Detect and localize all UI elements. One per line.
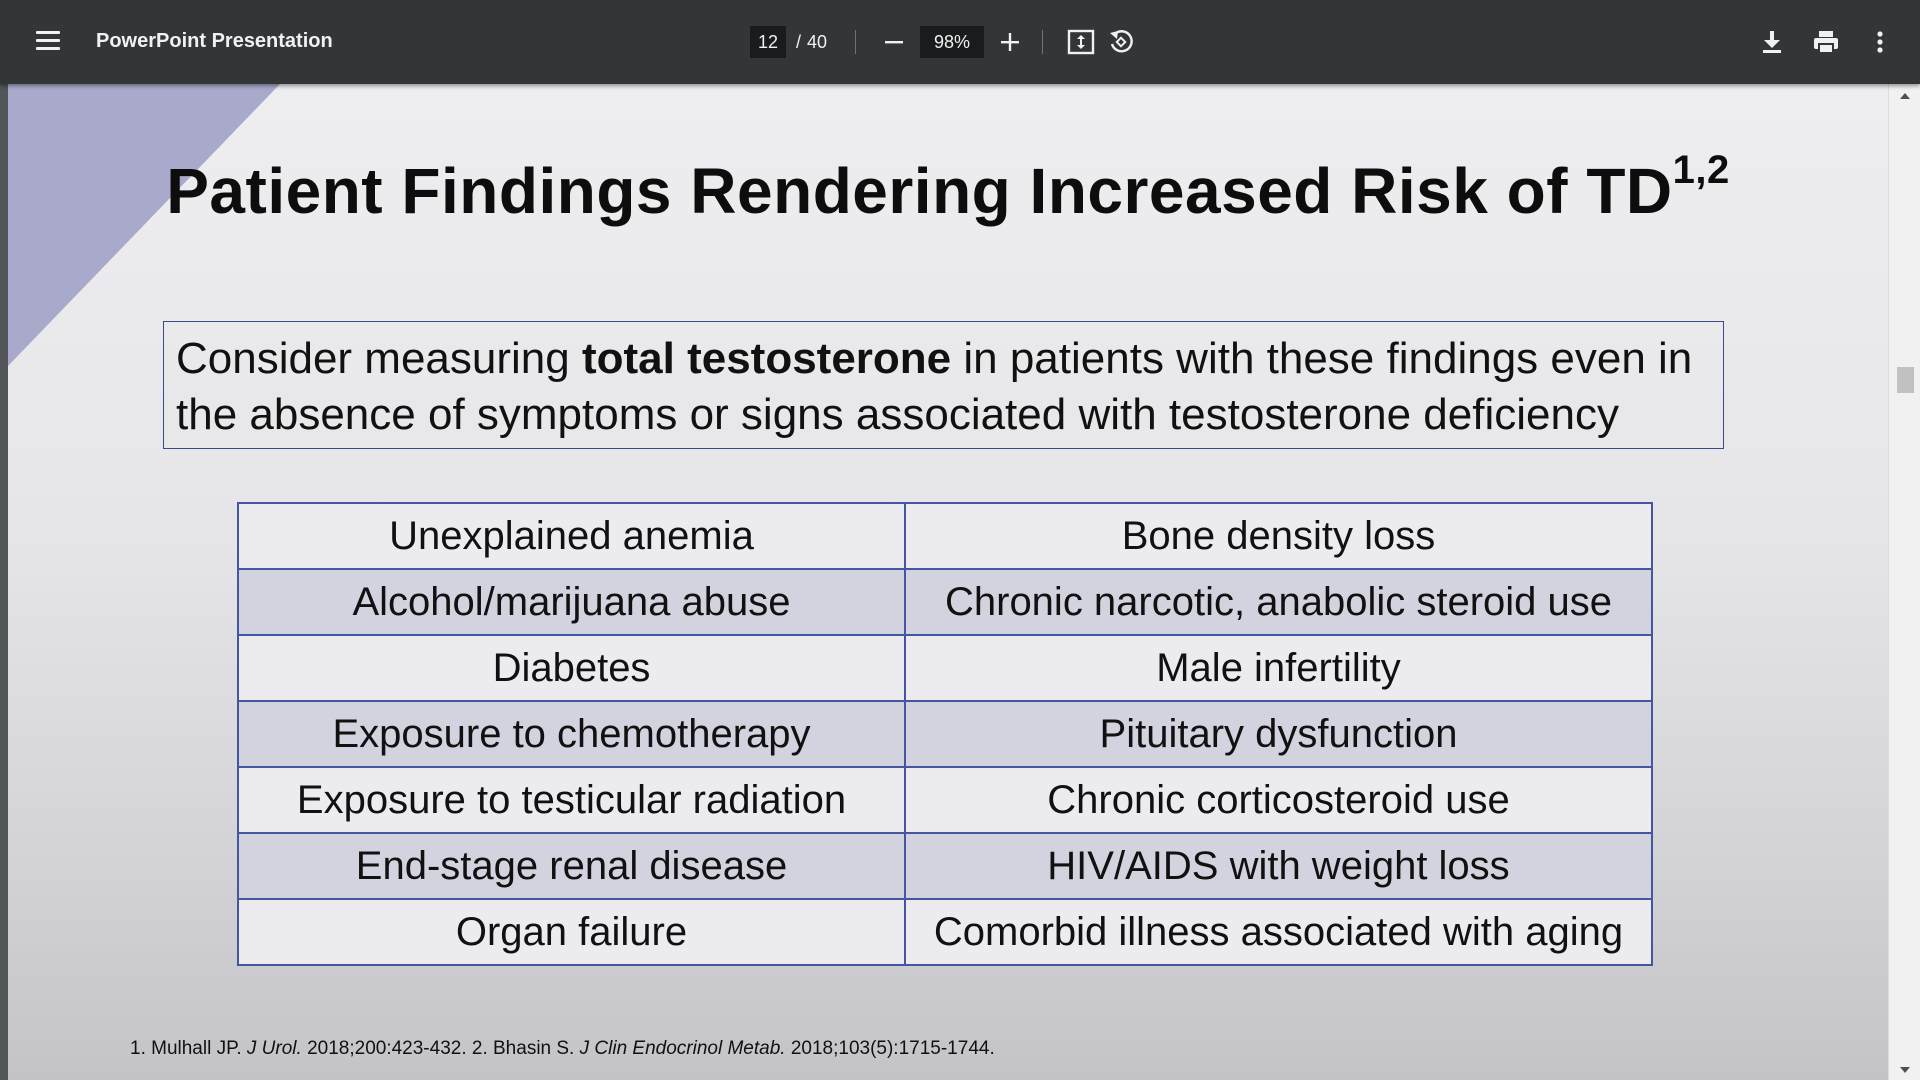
pdf-page: Patient Findings Rendering Increased Ris…: [8, 84, 1888, 1080]
more-options-button[interactable]: [1860, 22, 1900, 62]
reference-1-citation: 2018;200:423-432. 2. Bhasin S.: [301, 1038, 580, 1059]
page-separator: /: [796, 31, 802, 52]
download-button[interactable]: [1752, 22, 1792, 62]
table-row: End-stage renal disease HIV/AIDS with we…: [237, 832, 1653, 900]
table-cell: Unexplained anemia: [237, 502, 906, 570]
zoom-in-button[interactable]: [990, 22, 1030, 62]
table-row: Unexplained anemia Bone density loss: [237, 502, 1653, 570]
table-cell: Comorbid illness associated with aging: [904, 898, 1653, 966]
slide-title-text: Patient Findings Rendering Increased Ris…: [166, 155, 1673, 227]
table-cell: Organ failure: [237, 898, 906, 966]
table-cell: Chronic narcotic, anabolic steroid use: [904, 568, 1653, 636]
callout-text-end: in patients with these findings even in …: [176, 334, 1693, 439]
reference-1-author: 1. Mulhall JP.: [130, 1038, 247, 1059]
rotate-icon: [1110, 30, 1133, 53]
zoom-input[interactable]: [920, 26, 985, 58]
callout-bold-text: total testosterone: [581, 334, 952, 383]
slide-title: Patient Findings Rendering Increased Ris…: [8, 148, 1888, 228]
pdf-toolbar: PowerPoint Presentation / 40: [0, 0, 1920, 84]
toolbar-divider: [855, 30, 857, 54]
callout-text-start: Consider measuring: [176, 334, 582, 383]
minus-icon: [885, 41, 904, 44]
references-footnote: 1. Mulhall JP. J Urol. 2018;200:423-432.…: [130, 1038, 995, 1060]
table-row: Exposure to testicular radiation Chronic…: [237, 766, 1653, 834]
table-cell: HIV/AIDS with weight loss: [904, 832, 1653, 900]
rotate-button[interactable]: [1101, 22, 1141, 62]
fit-to-page-icon: [1067, 29, 1095, 55]
reference-2-citation: 2018;103(5):1715-1744.: [785, 1038, 995, 1059]
page-total: 40: [807, 31, 828, 52]
page-number-input[interactable]: [750, 26, 786, 58]
reference-1-journal: J Urol.: [246, 1038, 302, 1059]
table-row: Organ failure Comorbid illness associate…: [237, 898, 1653, 966]
page-zoom-controls: / 40: [750, 22, 1141, 62]
scroll-down-arrow-icon[interactable]: [1899, 1066, 1911, 1074]
reference-2-journal: J Clin Endocrinol Metab.: [579, 1038, 786, 1059]
table-cell: Diabetes: [237, 634, 906, 702]
scrollbar-thumb[interactable]: [1897, 367, 1914, 393]
toolbar-divider: [1042, 30, 1044, 54]
document-title: PowerPoint Presentation: [96, 30, 333, 52]
table-cell: Bone density loss: [904, 502, 1653, 570]
table-row: Diabetes Male infertility: [237, 634, 1653, 702]
table-cell: Alcohol/marijuana abuse: [237, 568, 906, 636]
plus-icon: [1001, 33, 1020, 51]
fit-to-page-button[interactable]: [1061, 22, 1101, 62]
title-superscript: 1,2: [1672, 148, 1730, 192]
zoom-out-button[interactable]: [874, 22, 914, 62]
table-cell: Exposure to chemotherapy: [237, 700, 906, 768]
decorative-corner-triangle: [8, 84, 280, 366]
download-icon: [1763, 31, 1781, 53]
scroll-up-arrow-icon[interactable]: [1899, 92, 1911, 100]
table-cell: Male infertility: [904, 634, 1653, 702]
table-cell: Chronic corticosteroid use: [904, 766, 1653, 834]
hamburger-menu-icon[interactable]: [30, 28, 66, 56]
table-row: Alcohol/marijuana abuse Chronic narcotic…: [237, 568, 1653, 636]
table-row: Exposure to chemotherapy Pituitary dysfu…: [237, 700, 1653, 768]
toolbar-actions: [1752, 22, 1900, 62]
print-icon: [1814, 31, 1838, 54]
print-button[interactable]: [1806, 22, 1846, 62]
findings-table: Unexplained anemia Bone density loss Alc…: [237, 502, 1653, 966]
vertical-scrollbar[interactable]: [1888, 84, 1920, 1080]
table-cell: Exposure to testicular radiation: [237, 766, 906, 834]
table-cell: Pituitary dysfunction: [904, 700, 1653, 768]
more-vert-icon: [1877, 31, 1883, 53]
table-cell: End-stage renal disease: [237, 832, 906, 900]
callout-box: Consider measuring total testosterone in…: [163, 321, 1724, 449]
